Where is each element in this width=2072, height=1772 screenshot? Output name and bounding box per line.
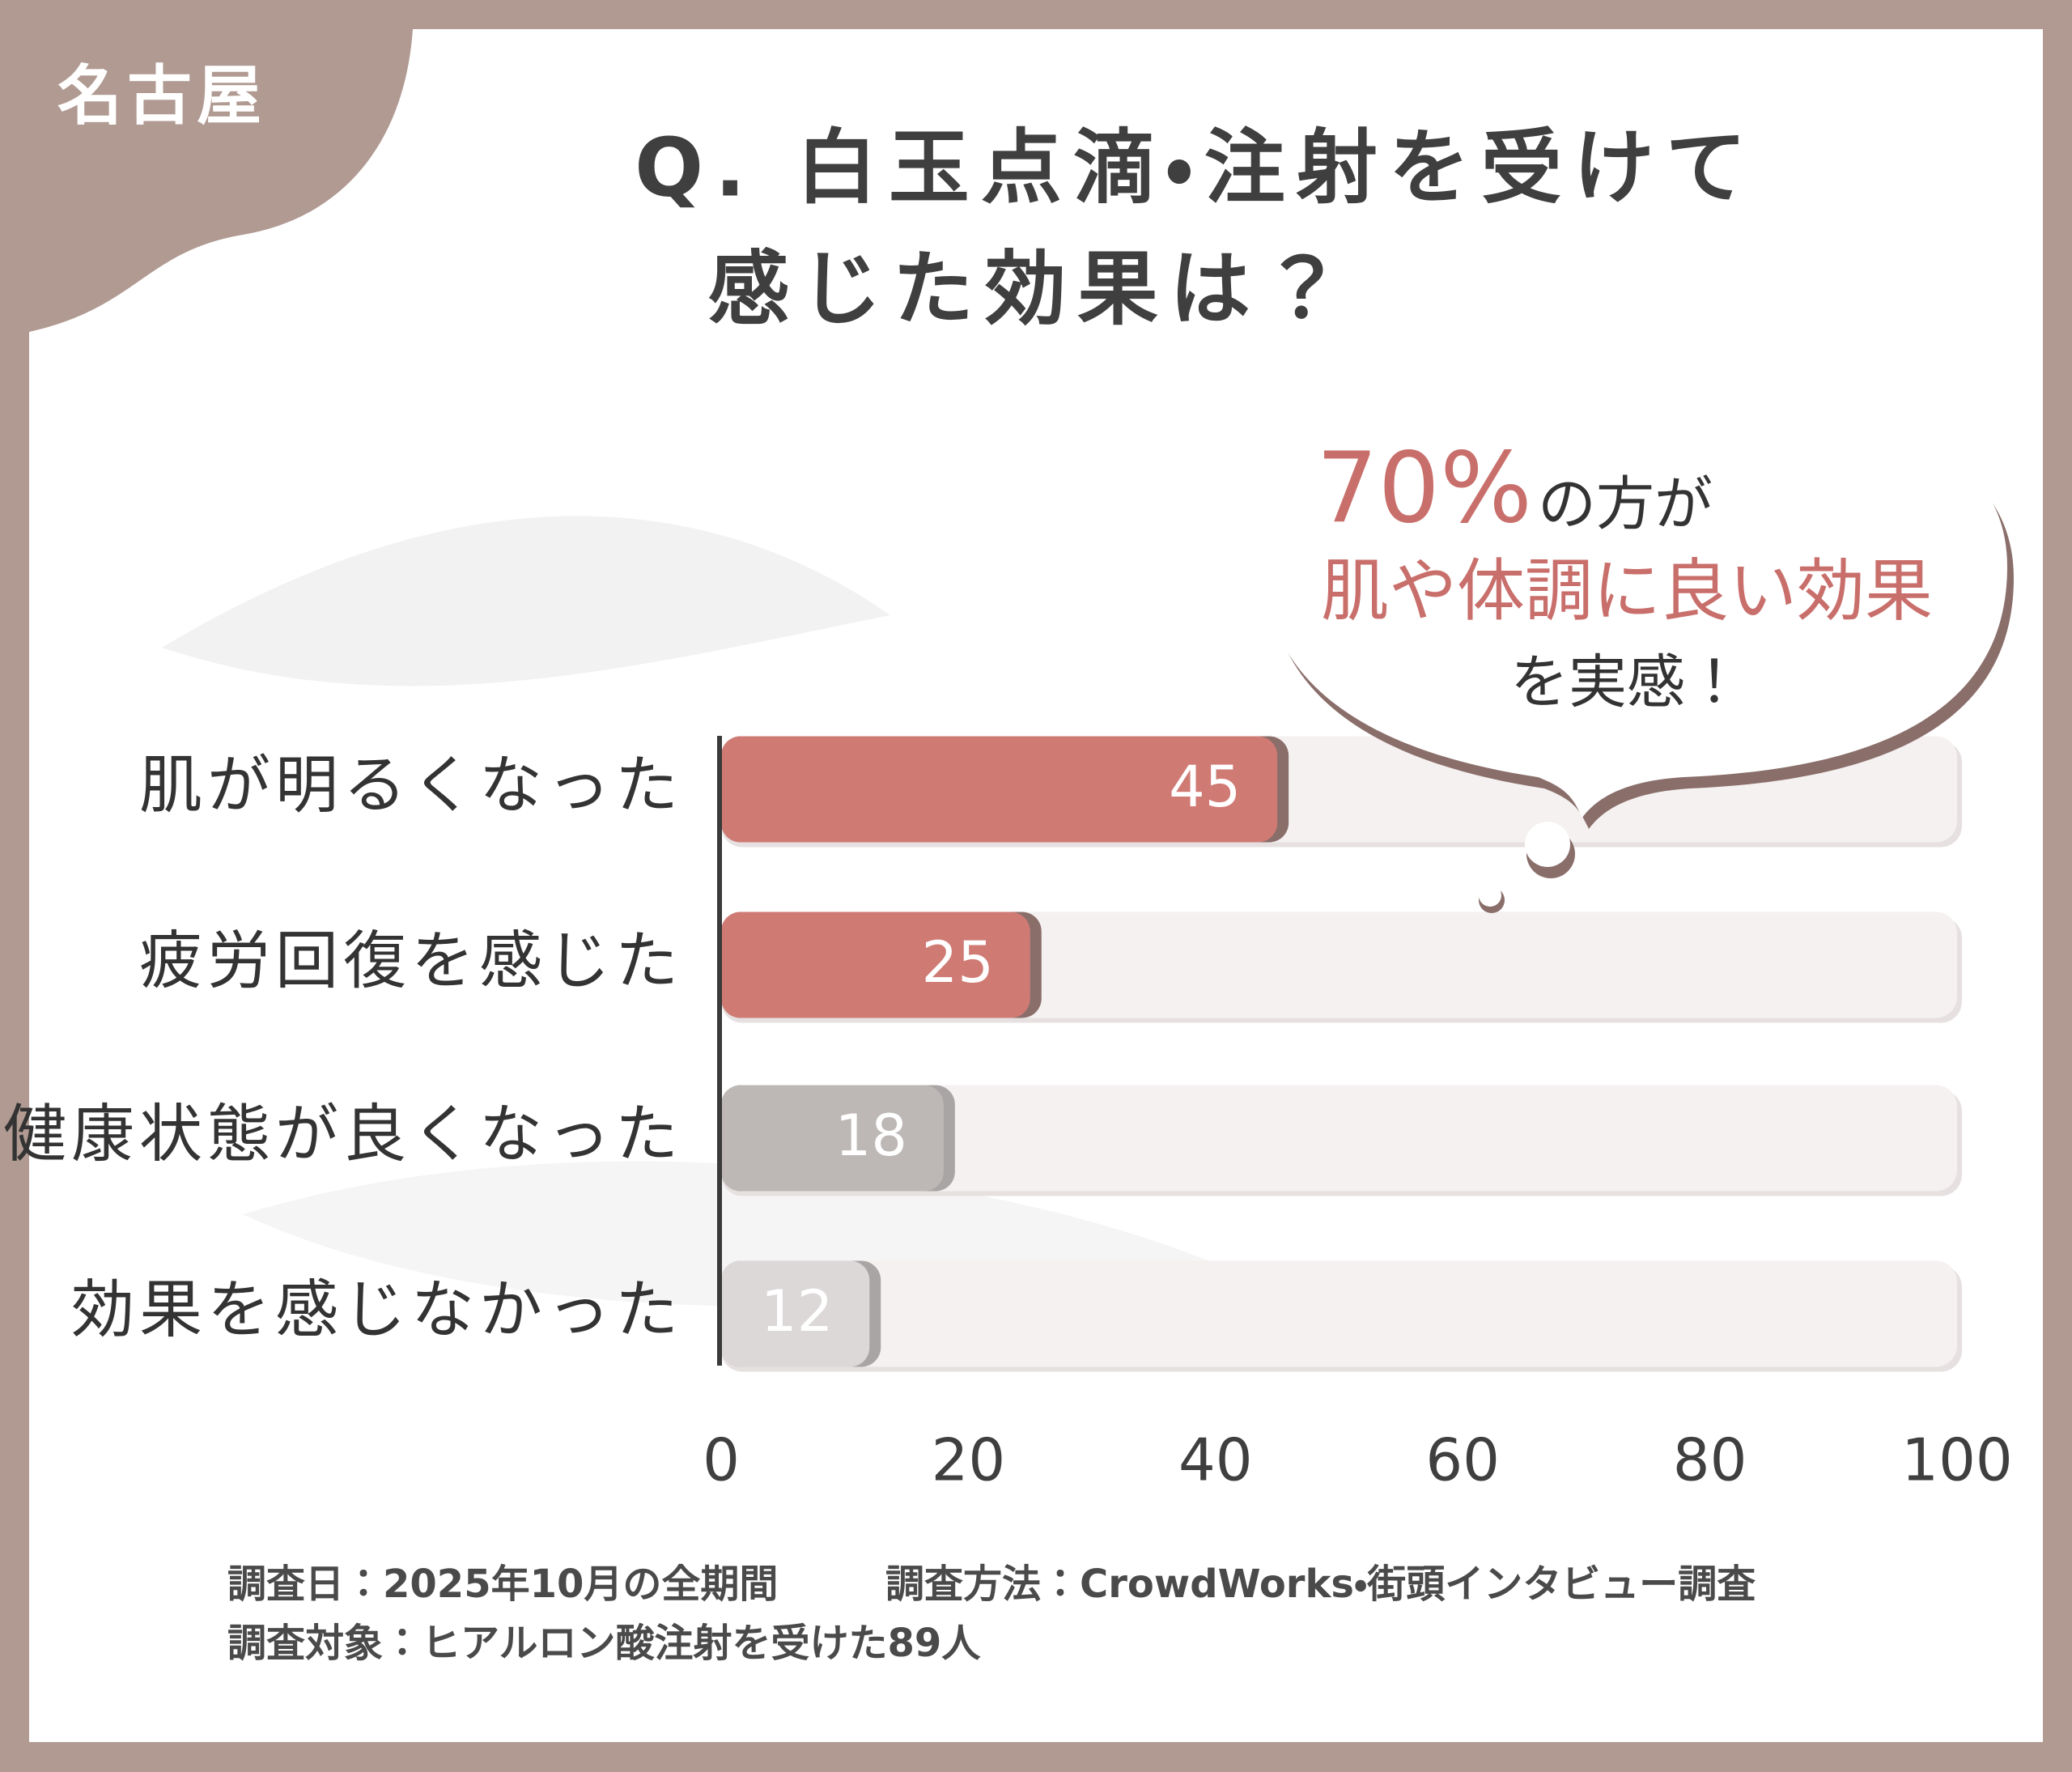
value-label: 18 <box>835 1103 907 1169</box>
bubble-dot <box>1479 884 1501 907</box>
panel <box>29 29 2043 1742</box>
corner-badge <box>29 29 413 332</box>
annotation-closing: を実感！ <box>1510 648 1743 716</box>
title: 感じた効果は？ <box>708 241 1354 336</box>
note: 調査日：2025年10月の全期間 <box>227 1562 778 1607</box>
value-label: 25 <box>922 929 994 996</box>
category-label: 肌が明るくなった <box>139 749 683 822</box>
x-tick-label: 0 <box>703 1426 740 1494</box>
bar-track <box>721 1260 1957 1367</box>
bar <box>721 1085 944 1192</box>
note: 調査方法：CrowdWorks・街頭インタビュー調査 <box>885 1562 1756 1607</box>
note: 調査対象：ヒアルロン酸注射を受けた89人 <box>227 1621 981 1666</box>
x-tick-label: 100 <box>1901 1426 2012 1494</box>
category-label: 健康状態が良くなった <box>3 1098 683 1171</box>
x-tick-label: 60 <box>1425 1426 1500 1494</box>
category-label: 効果を感じなかった <box>71 1273 683 1346</box>
bar <box>721 1260 870 1367</box>
category-label: 疲労回復を感じた <box>139 924 683 997</box>
badge-text: 名古屋 <box>57 58 266 134</box>
x-tick-label: 40 <box>1178 1426 1253 1494</box>
value-label: 45 <box>1169 754 1241 820</box>
x-tick-label: 80 <box>1673 1426 1747 1494</box>
speech-bubble: 70% の方が 肌や体調に良い効果 を実感！ <box>1261 389 2014 913</box>
bar <box>721 911 1030 1018</box>
bar-track <box>721 1085 1957 1192</box>
annotation-highlight: 70% <box>1316 433 1532 546</box>
annotation-text: の方が <box>1538 470 1713 538</box>
bg-shade <box>162 516 890 686</box>
bubble-dot <box>1525 822 1570 867</box>
annotation-emphasis: 肌や体調に良い効果 <box>1321 551 1933 631</box>
bubble-body <box>1261 389 2007 818</box>
value-label: 12 <box>761 1278 833 1345</box>
bar <box>721 736 1278 843</box>
x-tick-label: 20 <box>932 1426 1006 1494</box>
title: Q. 白玉点滴・注射を受けて <box>635 120 1758 215</box>
